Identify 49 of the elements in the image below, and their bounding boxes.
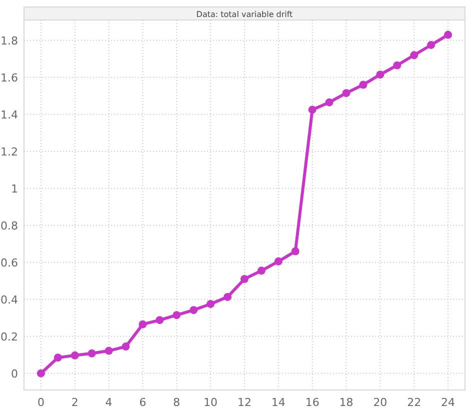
x-tick-label: 20 [373, 396, 388, 409]
point [36, 369, 45, 378]
point [54, 354, 62, 362]
point [224, 292, 232, 301]
point [88, 349, 96, 358]
point [376, 70, 384, 79]
x-tick-label: 24 [441, 396, 456, 409]
point [410, 51, 418, 60]
point [156, 316, 164, 324]
point [240, 275, 248, 283]
point [172, 311, 181, 320]
point [393, 61, 402, 70]
y-tick-label: 0.8 [0, 219, 18, 232]
point [444, 30, 452, 39]
point [70, 351, 79, 360]
y-tick-label: 1.2 [0, 145, 18, 158]
point [138, 320, 147, 328]
x-tick-label: 10 [204, 396, 218, 409]
y-tick-label: 0.2 [0, 330, 18, 344]
point [427, 40, 436, 49]
point [342, 89, 350, 98]
x-tick-label: 2 [71, 396, 78, 409]
x-tick-label: 12 [238, 396, 252, 409]
point [206, 300, 215, 308]
x-tick-label: 8 [173, 396, 180, 409]
point [190, 306, 198, 314]
point [274, 257, 282, 266]
point [104, 346, 113, 355]
y-tick-label: 1.4 [0, 108, 18, 122]
x-tick-label: 14 [271, 396, 286, 409]
x-tick-label: 16 [305, 396, 320, 409]
point [359, 80, 368, 89]
x-tick-label: 6 [139, 396, 146, 409]
y-tick-label: 0.4 [0, 293, 18, 306]
y-tick-label: 0 [11, 367, 18, 380]
x-tick-label: 22 [407, 396, 422, 409]
x-tick-label: 0 [37, 396, 44, 409]
x-tick-label: 18 [339, 396, 354, 409]
y-tick-label: 0.6 [0, 256, 18, 270]
point [122, 342, 130, 351]
point [291, 247, 300, 256]
point [325, 98, 334, 106]
y-tick-label: 1.6 [0, 71, 18, 84]
x-tick-label: 4 [105, 396, 112, 409]
point [257, 266, 266, 275]
y-tick-label: 1 [11, 182, 18, 196]
point [308, 106, 316, 114]
y-tick-label: 1.8 [0, 34, 18, 48]
chart-title: Data: total variable drift [196, 10, 293, 19]
